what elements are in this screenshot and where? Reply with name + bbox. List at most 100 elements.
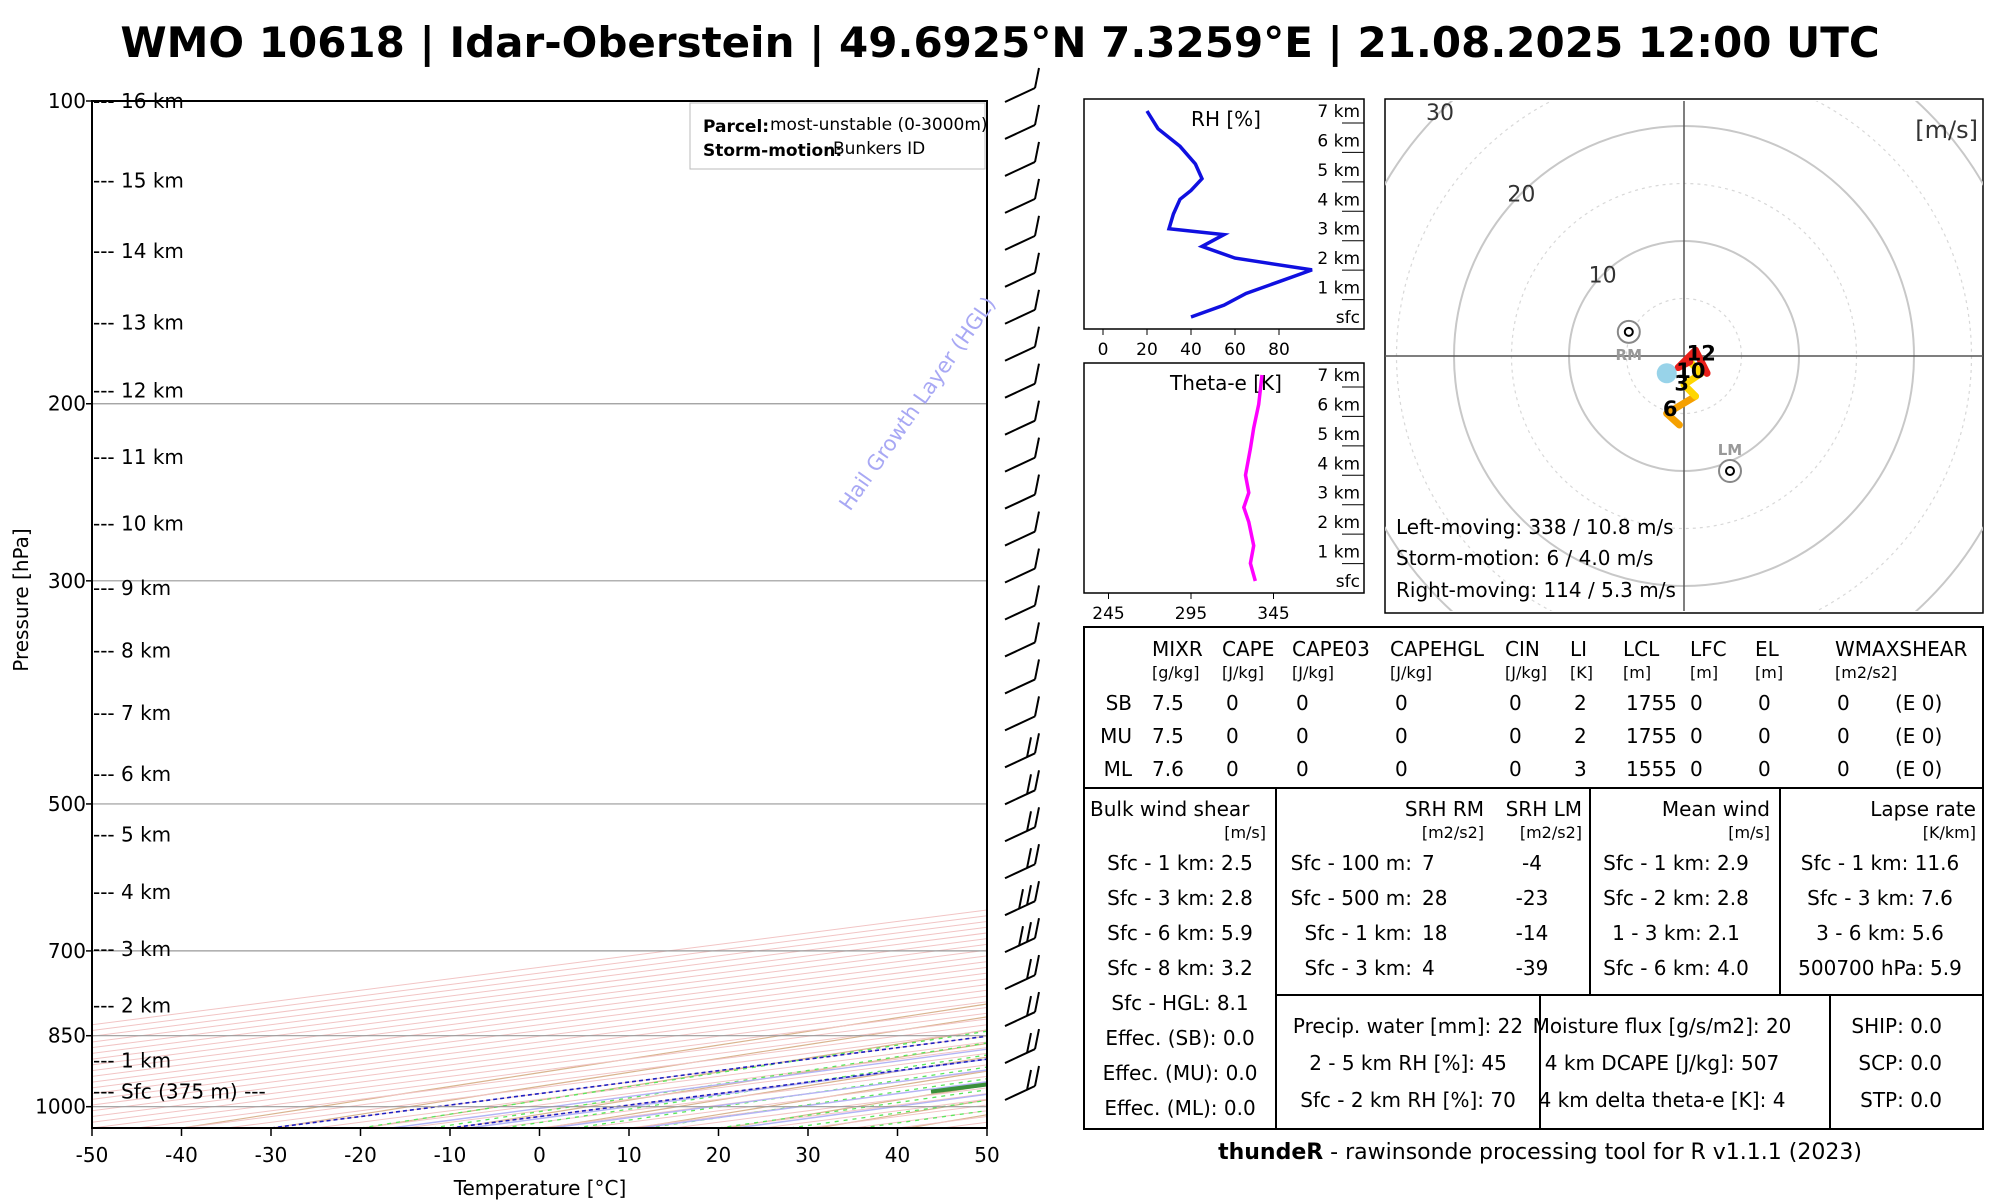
temp-tick-label: 40 [885,1143,910,1167]
skew-t-ylabel: Pressure [hPa] [9,528,33,671]
wind-barb [1004,1065,1040,1101]
table-cell: 0 [1509,724,1522,748]
wind-barb-flag [1026,884,1032,906]
wind-barb-flag [1034,1065,1040,1087]
height-label: --- 10 km [93,511,184,535]
table-cell: 7.5 [1152,724,1184,748]
lapse-title: Lapse rate [1870,797,1976,821]
wind-barb-shaft [1004,493,1036,510]
pressure-tick-label: 500 [48,792,86,816]
table-cell: 7.6 [1152,757,1184,781]
wind-barb-flag [1034,178,1040,200]
mean-wind-row: Sfc - 1 km: 2.9 [1603,851,1749,875]
height-label: --- 5 km [93,822,171,846]
pressure-tick-label: 100 [48,89,86,113]
page-title: WMO 10618 | Idar-Oberstein | 49.6925°N 7… [120,18,1880,67]
mixing-ratio-line [735,1093,987,1128]
wind-barb-shaft [1004,789,1036,806]
wind-barb-shaft [1004,1048,1036,1064]
srh-block: SRH RM SRH LM [m2/s2] [m2/s2] Sfc - 100 m: 7 -… [1291,797,1582,980]
wind-barb [1004,696,1040,732]
table-header: CAPE03 [1292,637,1370,661]
wind-barb [1004,104,1040,140]
pressure-tick-label: 700 [48,939,86,963]
mean-wind-row: Sfc - 6 km: 4.0 [1603,956,1749,980]
temp-tick-label: -40 [165,1143,198,1167]
wind-barb [1004,178,1040,214]
table-cell: 0 [1395,724,1408,748]
mixing-ratio-line [551,1069,987,1128]
wind-barb-flag [1034,991,1040,1013]
wind-barb-flag [1026,848,1032,869]
wind-barb [1004,585,1040,621]
wind-barb-flag [1034,1028,1040,1050]
x-tick-label: 40 [1180,340,1202,360]
height-tick-label: sfc [1336,308,1360,328]
x-tick-label: 0 [1098,340,1109,360]
flux-block: Moisture flux [g/s/m2]: 20 4 km DCAPE [J/… [1533,1014,1792,1112]
footer: thundeR - rawinsonde processing tool for… [1080,1140,2000,1165]
isotherm [92,915,987,1031]
srh-lm-value: -14 [1516,921,1549,945]
height-label: --- 16 km [93,89,184,113]
temp-tick-label: 20 [706,1143,731,1167]
mean-wind-block: Mean wind [m/s] Sfc - 1 km: 2.9 Sfc - 2 km:… [1603,797,1770,980]
bulk-shear-block: Bulk wind shear [m/s] Sfc - 1 km: 2.5 Sfc -… [1090,797,1266,1120]
table-cell: 0 [1690,691,1703,715]
height-tick-label: 4 km [1317,454,1360,474]
pressure-tick-label: 1000 [35,1095,86,1119]
hodograph-height-label: 12 [1687,342,1716,366]
srh-rm-title: SRH RM [1405,797,1484,821]
lapse-row: 500700 hPa: 5.9 [1798,956,1962,980]
lapse-row: Sfc - 3 km: 7.6 [1807,886,1953,910]
flux-row: Moisture flux [g/s/m2]: 20 [1533,1014,1792,1038]
x-tick-label: 20 [1136,340,1158,360]
wind-barb [1004,733,1040,769]
mean-wind-row: Sfc - 2 km: 2.8 [1603,886,1749,910]
srh-rm-value: 18 [1422,921,1447,945]
wind-barb-flag [1018,888,1024,910]
temp-tick-label: -50 [76,1143,109,1167]
wind-barb [1004,1028,1040,1064]
wind-barb [1004,511,1040,547]
table-cell: (E 0) [1895,691,1942,715]
wind-barb [1004,289,1040,325]
footer-brand: thundeR [1218,1140,1324,1165]
table-cell: 0 [1395,757,1408,781]
wind-barb-flag [1026,774,1032,795]
table-cell: 0 [1758,691,1771,715]
table-cell: 0 [1226,691,1239,715]
table-header-unit: [J/kg] [1222,663,1264,682]
srh-rm-value: 28 [1422,886,1447,910]
table-header: CIN [1505,637,1540,661]
table-header-unit: [m] [1755,663,1783,682]
table-header-unit: [J/kg] [1390,663,1432,682]
table-header: LCL [1623,637,1660,661]
wind-barb-flag [1034,363,1040,384]
wind-barb-flag [1034,622,1040,643]
table-row-label: ML [1104,757,1133,781]
table-header: MIXR [1152,637,1203,661]
hodograph-segment [1663,392,1699,417]
skew-t-xlabel: Temperature [°C] [453,1176,627,1200]
wind-barb-shaft [1004,1011,1036,1027]
wind-barb-shaft [1004,345,1036,362]
shear-row: Sfc - HGL: 8.1 [1111,991,1248,1015]
wind-barb-shaft [1004,715,1036,732]
stability-table: MIXR [g/kg] CAPE [J/kg] CAPE03 [J/kg] CAPEHGL [… [1100,637,1967,781]
wind-barb-flag [1026,921,1032,943]
table-cell: 7.5 [1152,691,1184,715]
bunkers-marker-dot [1725,466,1735,476]
moist-adiabat [432,1042,987,1128]
wind-barb [1004,844,1040,880]
table-cell: 0 [1690,757,1703,781]
table-cell: 2 [1574,724,1587,748]
flux-row: 4 km DCAPE [J/kg]: 507 [1545,1051,1779,1075]
wind-barb [1004,622,1040,658]
moisture-row: Precip. water [mm]: 22 [1293,1014,1523,1038]
srh-row-label: Sfc - 3 km: [1304,956,1412,980]
srh-lm-value: -23 [1516,886,1549,910]
hodograph-storm-motion: Storm-motion: 6 / 4.0 m/s [1396,546,1653,570]
storm-motion-marker [1656,363,1677,384]
wind-barb [1004,659,1040,695]
